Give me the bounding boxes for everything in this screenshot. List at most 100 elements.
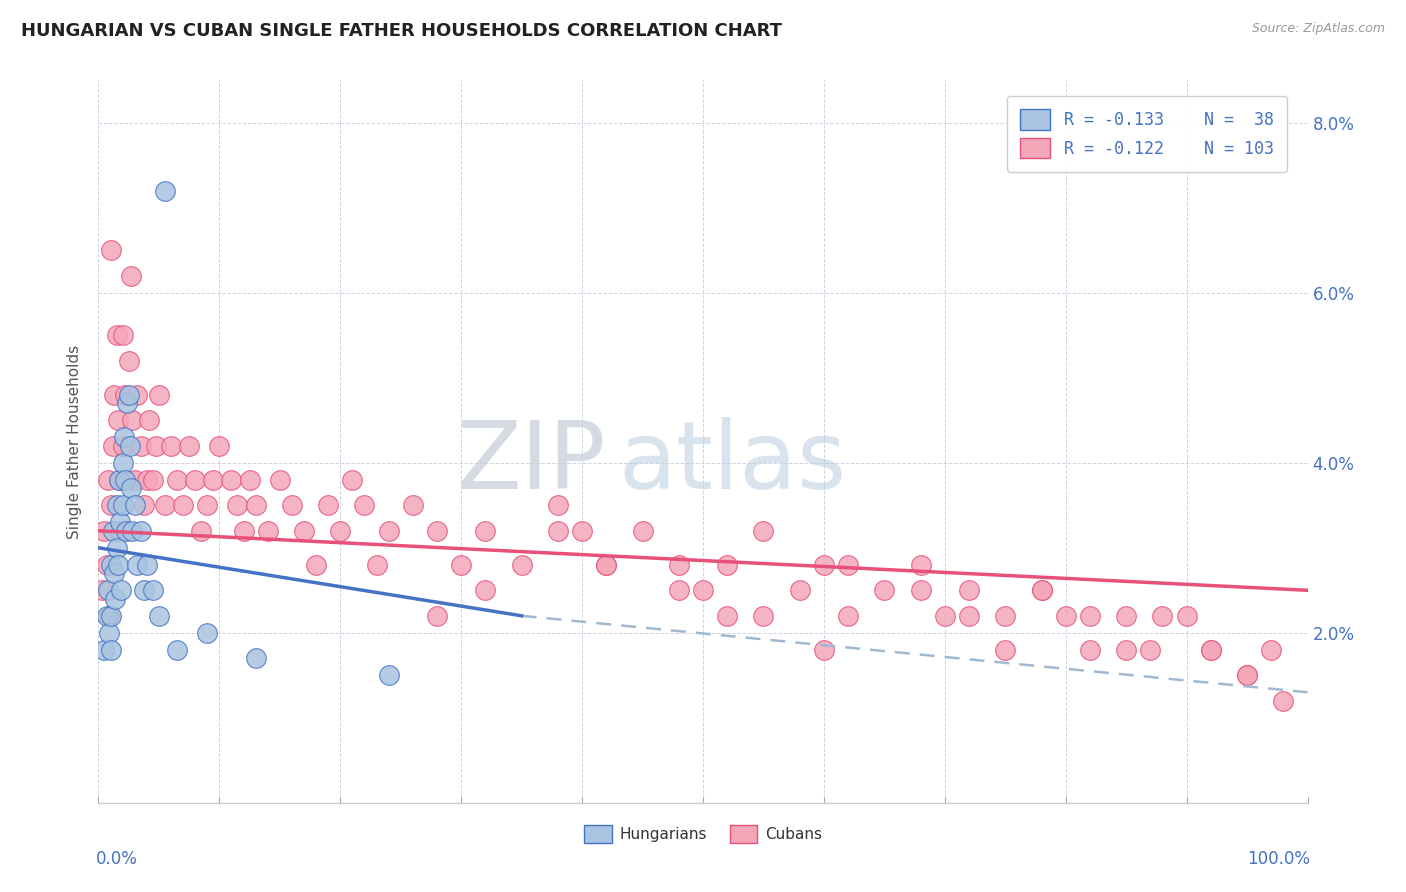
Point	[121, 524, 143, 538]
Point	[138, 413, 160, 427]
Point	[1115, 642, 1137, 657]
Point	[135, 473, 157, 487]
Point	[100, 642, 122, 657]
Point	[118, 353, 141, 368]
Point	[108, 473, 131, 487]
Text: Source: ZipAtlas.com: Source: ZipAtlas.com	[1251, 22, 1385, 36]
Point	[1031, 583, 1053, 598]
Point	[837, 558, 859, 572]
Point	[910, 583, 932, 598]
Point	[129, 524, 152, 538]
Point	[97, 583, 120, 598]
Point	[994, 642, 1017, 657]
Point	[134, 498, 156, 512]
Point	[148, 388, 170, 402]
Point	[692, 583, 714, 598]
Point	[127, 558, 149, 572]
Point	[190, 524, 212, 538]
Point	[994, 608, 1017, 623]
Point	[752, 608, 775, 623]
Point	[172, 498, 194, 512]
Point	[402, 498, 425, 512]
Point	[256, 524, 278, 538]
Point	[571, 524, 593, 538]
Point	[100, 498, 122, 512]
Point	[1236, 668, 1258, 682]
Point	[377, 668, 399, 682]
Point	[103, 388, 125, 402]
Point	[166, 473, 188, 487]
Point	[595, 558, 617, 572]
Point	[329, 524, 352, 538]
Point	[595, 558, 617, 572]
Point	[111, 328, 134, 343]
Point	[813, 558, 835, 572]
Point	[305, 558, 328, 572]
Point	[100, 244, 122, 258]
Point	[1236, 668, 1258, 682]
Point	[245, 498, 267, 512]
Point	[91, 583, 114, 598]
Point	[111, 456, 134, 470]
Point	[110, 583, 132, 598]
Point	[96, 608, 118, 623]
Point	[1260, 642, 1282, 657]
Point	[153, 498, 176, 512]
Point	[98, 625, 121, 640]
Point	[145, 439, 167, 453]
Point	[232, 524, 254, 538]
Point	[1115, 608, 1137, 623]
Point	[118, 388, 141, 402]
Point	[114, 473, 136, 487]
Point	[631, 524, 654, 538]
Point	[716, 608, 738, 623]
Point	[1272, 694, 1295, 708]
Point	[1031, 583, 1053, 598]
Point	[107, 413, 129, 427]
Point	[195, 625, 218, 640]
Point	[103, 566, 125, 581]
Point	[142, 473, 165, 487]
Point	[166, 642, 188, 657]
Point	[1199, 642, 1222, 657]
Point	[100, 558, 122, 572]
Point	[292, 524, 315, 538]
Point	[142, 583, 165, 598]
Point	[111, 439, 134, 453]
Point	[426, 524, 449, 538]
Point	[1139, 642, 1161, 657]
Point	[135, 558, 157, 572]
Point	[101, 524, 124, 538]
Point	[1078, 608, 1101, 623]
Point	[120, 268, 142, 283]
Point	[342, 473, 364, 487]
Point	[160, 439, 183, 453]
Point	[96, 558, 118, 572]
Point	[114, 388, 136, 402]
Point	[184, 473, 207, 487]
Point	[208, 439, 231, 453]
Point	[1175, 608, 1198, 623]
Point	[1199, 642, 1222, 657]
Point	[104, 591, 127, 606]
Point	[450, 558, 472, 572]
Y-axis label: Single Father Households: Single Father Households	[66, 344, 82, 539]
Point	[934, 608, 956, 623]
Point	[716, 558, 738, 572]
Point	[97, 473, 120, 487]
Point	[474, 524, 496, 538]
Point	[127, 388, 149, 402]
Point	[120, 481, 142, 495]
Point	[316, 498, 339, 512]
Point	[93, 524, 115, 538]
Point	[105, 328, 128, 343]
Point	[837, 608, 859, 623]
Point	[129, 439, 152, 453]
Point	[107, 558, 129, 572]
Point	[202, 473, 225, 487]
Point	[93, 642, 115, 657]
Point	[353, 498, 375, 512]
Text: 100.0%: 100.0%	[1247, 849, 1310, 868]
Point	[474, 583, 496, 598]
Point	[1078, 642, 1101, 657]
